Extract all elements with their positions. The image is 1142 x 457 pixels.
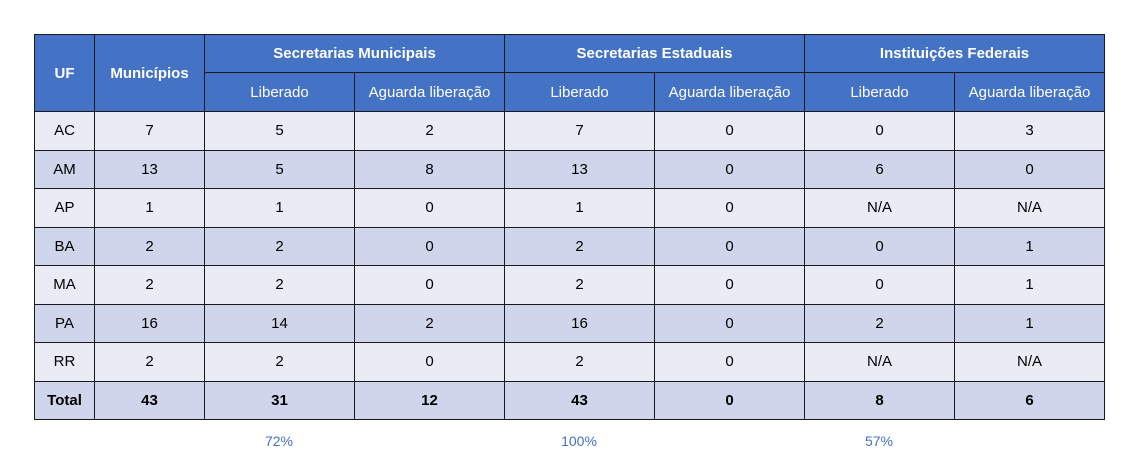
percentage-row: 72% 100% 57% [34, 429, 1104, 453]
cell-value: 0 [353, 265, 506, 305]
cell-value: N/A [804, 342, 956, 382]
cell-value: 0 [654, 303, 806, 343]
summary-table: UF Municípios Secretarias Municipais Sec… [34, 34, 1106, 420]
cell-value: 1 [954, 265, 1106, 305]
percentage-estaduais: 100% [561, 433, 597, 449]
cell-value: 0 [654, 111, 806, 151]
cell-uf: AM [34, 149, 95, 189]
cell-value: 13 [504, 149, 656, 189]
cell-value: 2 [204, 342, 355, 382]
subheader-aguarda: Aguarda liberação [353, 72, 506, 112]
cell-value: 2 [804, 303, 956, 343]
cell-value: 5 [204, 111, 355, 151]
cell-value: 2 [204, 226, 355, 266]
cell-value: 0 [353, 226, 506, 266]
cell-uf: PA [34, 303, 95, 343]
cell-value: 0 [654, 226, 806, 266]
table-row: AC 7 5 2 7 0 0 3 [34, 111, 1106, 151]
table-row: PA 16 14 2 16 0 2 1 [34, 303, 1106, 343]
cell-total-municipios: 43 [94, 380, 205, 420]
cell-value: 0 [353, 342, 506, 382]
cell-value: 2 [504, 265, 656, 305]
total-row: Total 43 31 12 43 0 8 6 [34, 380, 1106, 420]
cell-total-value: 43 [504, 380, 656, 420]
cell-value: 14 [204, 303, 355, 343]
cell-uf: RR [34, 342, 95, 382]
cell-value: 0 [954, 149, 1106, 189]
cell-value: 2 [353, 111, 506, 151]
cell-value: 0 [654, 149, 806, 189]
header-group-federais: Instituições Federais [804, 34, 1106, 73]
cell-municipios: 13 [94, 149, 205, 189]
subheader-liberado: Liberado [204, 72, 355, 112]
cell-municipios: 7 [94, 111, 205, 151]
cell-total-value: 8 [804, 380, 956, 420]
cell-value: N/A [954, 188, 1106, 228]
cell-value: 1 [504, 188, 656, 228]
header-group-estaduais: Secretarias Estaduais [504, 34, 806, 73]
cell-value: 2 [353, 303, 506, 343]
cell-total-value: 12 [353, 380, 506, 420]
cell-uf: AP [34, 188, 95, 228]
table-row: RR 2 2 0 2 0 N/A N/A [34, 342, 1106, 382]
percentage-federais: 57% [864, 433, 894, 449]
percentage-municipais: 72% [264, 433, 294, 449]
cell-value: 0 [654, 265, 806, 305]
cell-uf: AC [34, 111, 95, 151]
cell-total-value: 6 [954, 380, 1106, 420]
cell-total-value: 0 [654, 380, 806, 420]
cell-value: 8 [353, 149, 506, 189]
cell-municipios: 1 [94, 188, 205, 228]
cell-municipios: 2 [94, 265, 205, 305]
subheader-liberado: Liberado [804, 72, 956, 112]
cell-value: 1 [954, 226, 1106, 266]
cell-uf: MA [34, 265, 95, 305]
subheader-liberado: Liberado [504, 72, 656, 112]
table-row: AP 1 1 0 1 0 N/A N/A [34, 188, 1106, 228]
cell-value: 3 [954, 111, 1106, 151]
header-municipios: Municípios [94, 34, 205, 112]
cell-municipios: 2 [94, 226, 205, 266]
cell-uf: BA [34, 226, 95, 266]
cell-value: 0 [804, 265, 956, 305]
cell-value: 0 [353, 188, 506, 228]
cell-value: 0 [654, 188, 806, 228]
subheader-aguarda: Aguarda liberação [954, 72, 1106, 112]
cell-value: 7 [504, 111, 656, 151]
cell-municipios: 16 [94, 303, 205, 343]
header-uf: UF [34, 34, 95, 112]
table-row: MA 2 2 0 2 0 0 1 [34, 265, 1106, 305]
cell-municipios: 2 [94, 342, 205, 382]
cell-value: N/A [954, 342, 1106, 382]
subheader-aguarda: Aguarda liberação [654, 72, 806, 112]
cell-value: 5 [204, 149, 355, 189]
table-row: AM 13 5 8 13 0 6 0 [34, 149, 1106, 189]
cell-value: 1 [954, 303, 1106, 343]
table-container: UF Municípios Secretarias Municipais Sec… [34, 34, 1106, 449]
cell-value: 2 [504, 226, 656, 266]
cell-value: 0 [804, 226, 956, 266]
cell-total-value: 31 [204, 380, 355, 420]
cell-value: 2 [204, 265, 355, 305]
cell-value: 2 [504, 342, 656, 382]
cell-value: 1 [204, 188, 355, 228]
cell-total-label: Total [34, 380, 95, 420]
cell-value: 0 [804, 111, 956, 151]
cell-value: 6 [804, 149, 956, 189]
cell-value: 0 [654, 342, 806, 382]
cell-value: N/A [804, 188, 956, 228]
table-row: BA 2 2 0 2 0 0 1 [34, 226, 1106, 266]
header-group-municipais: Secretarias Municipais [203, 34, 506, 73]
cell-value: 16 [504, 303, 656, 343]
